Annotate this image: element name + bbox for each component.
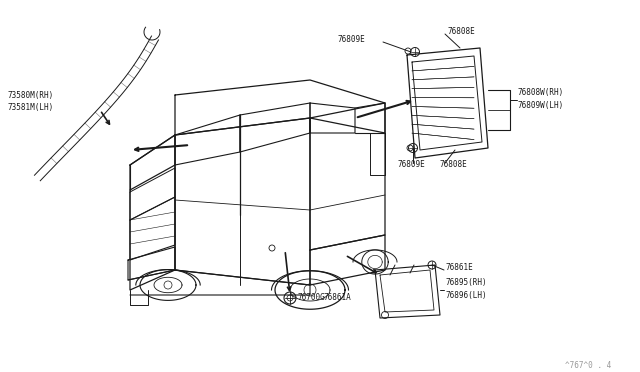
Text: 73580M(RH): 73580M(RH) xyxy=(8,91,54,100)
Text: 76896(LH): 76896(LH) xyxy=(445,291,486,300)
Text: 76808E: 76808E xyxy=(440,160,468,169)
Text: 73581M(LH): 73581M(LH) xyxy=(8,103,54,112)
Text: 76809W(LH): 76809W(LH) xyxy=(518,101,564,110)
Text: ^767^0 . 4: ^767^0 . 4 xyxy=(565,361,611,370)
Text: 76700G: 76700G xyxy=(298,293,326,302)
Text: 76809E: 76809E xyxy=(398,160,426,169)
Text: 76808W(RH): 76808W(RH) xyxy=(518,88,564,97)
Text: 76895(RH): 76895(RH) xyxy=(445,278,486,287)
Text: 76808E: 76808E xyxy=(448,27,476,36)
Text: 76861A: 76861A xyxy=(323,293,351,302)
Text: 76861E: 76861E xyxy=(445,263,473,272)
Text: 76809E: 76809E xyxy=(338,35,365,44)
